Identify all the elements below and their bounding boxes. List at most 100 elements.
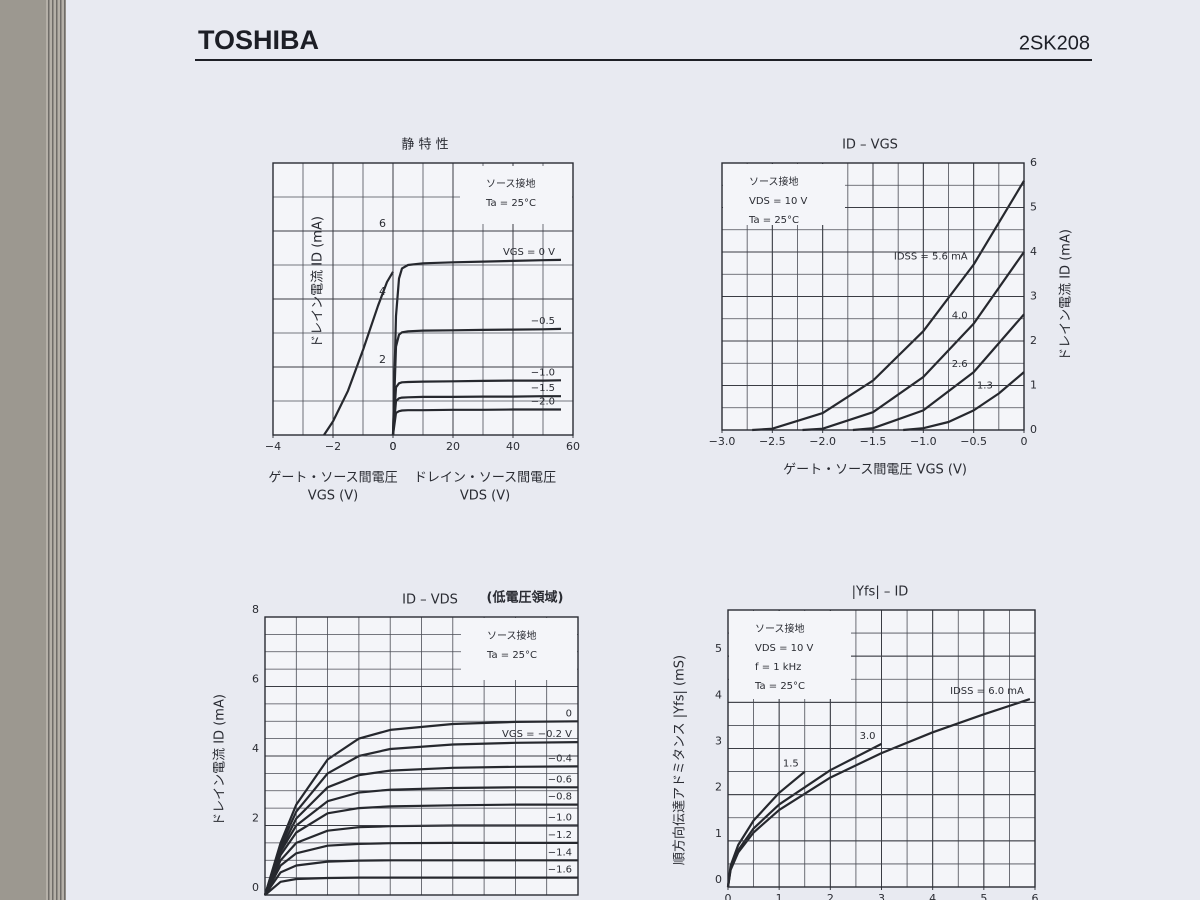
x-tick-label: −1.0 <box>910 435 937 448</box>
annotation: VDS = 10 V <box>755 643 814 654</box>
y-axis-label: ドレイン電流 ID (mA) <box>1059 229 1074 361</box>
y-tick-label: 2 <box>252 812 259 825</box>
curve <box>263 765 579 896</box>
series-label: −0.5 <box>531 316 555 327</box>
series-label: 0 <box>566 708 572 719</box>
series-label: −1.6 <box>548 865 572 876</box>
x-tick-label: −2 <box>325 440 341 453</box>
annotation: Ta = 25°C <box>754 681 805 692</box>
x-tick-label: 60 <box>566 440 580 453</box>
y-tick-label: 6 <box>1030 156 1037 169</box>
plot-frame <box>721 162 1025 431</box>
x-tick-label: −2.0 <box>809 435 836 448</box>
curve <box>391 327 562 436</box>
chart-title: 静 特 性 <box>401 138 448 153</box>
y-tick-label: 4 <box>715 688 722 701</box>
x-tick-label: −3.0 <box>709 435 736 448</box>
chart: 0 VGS = −0.2 V −0.4 −0.6 −0.8 −1.0 −1.2 −1.4 −1.… <box>213 590 579 896</box>
annotation: Ta = 25°C <box>485 198 536 209</box>
chart-title-note: (低電圧領域) <box>487 590 564 606</box>
y-tick-label: 5 <box>715 642 722 655</box>
background <box>0 0 46 900</box>
curve <box>726 770 806 888</box>
x-tick-label: 0 <box>390 440 397 453</box>
x-tick-label: −0.5 <box>960 435 987 448</box>
series-label: −1.2 <box>548 830 572 841</box>
note-box <box>460 166 572 224</box>
brand: TOSHIBA <box>198 25 319 55</box>
y-tick-label: 6 <box>252 673 259 686</box>
y-tick-label: 6 <box>379 217 386 230</box>
y-tick-label: 5 <box>1030 201 1037 214</box>
x-tick-label: 6 <box>1032 892 1039 900</box>
note-box <box>723 164 845 225</box>
curve <box>323 271 394 436</box>
x-axis-label: ゲート・ソース間電圧 <box>268 471 397 486</box>
series-label: 4.0 <box>952 311 968 322</box>
curve <box>264 876 578 896</box>
series-label: −0.6 <box>548 774 572 785</box>
y-tick-label: 2 <box>1030 334 1037 347</box>
x-tick-label: 0 <box>390 440 397 453</box>
series-label: 3.0 <box>860 731 876 742</box>
x-tick-label: −4 <box>265 440 281 453</box>
x-tick-label: 0 <box>1021 435 1028 448</box>
curve <box>263 720 579 896</box>
x-tick-label: 2 <box>827 892 834 900</box>
y-tick-label: 2 <box>379 353 386 366</box>
chart: 0 1 2 3 4 5 6 IDSS = 6.0 mA 3.0 1.5 0 1 2 3 4 5 ソース接地 VDS… <box>672 585 1039 900</box>
series-label: 1.5 <box>783 759 799 770</box>
x-tick-label: 5 <box>980 892 987 900</box>
x-tick-label: 1 <box>776 892 783 900</box>
series-label: VGS = 0 V <box>503 247 555 258</box>
curve <box>903 371 1025 432</box>
annotation: f = 1 kHz <box>755 662 801 673</box>
series-label: −1.0 <box>548 813 572 824</box>
y-tick-label: 8 <box>252 603 259 616</box>
y-tick-label: 3 <box>715 735 722 748</box>
x-axis-label: VGS (V) <box>308 489 358 504</box>
note-box <box>461 618 577 680</box>
annotation: ソース接地 <box>749 175 799 188</box>
x-tick-label: −2.5 <box>759 435 786 448</box>
annotation: ソース接地 <box>487 629 537 642</box>
chart-title: ID – VGS <box>842 138 898 153</box>
series-label: −0.8 <box>548 792 572 803</box>
y-tick-label: 0 <box>1030 423 1037 436</box>
chart: −3.0 −2.5 −2.0 −1.5 −1.0 −0.5 0 ゲート・ソース間電圧 VGS … <box>709 138 1074 478</box>
curve <box>391 395 561 436</box>
curve <box>391 258 562 436</box>
curve <box>752 180 1025 432</box>
plot-frame <box>727 609 1036 888</box>
curve <box>263 786 578 896</box>
series-label: IDSS = 5.6 mA <box>894 251 968 262</box>
part-number: 2SK208 <box>1019 32 1090 54</box>
annotation: ソース接地 <box>755 622 805 635</box>
curve <box>264 859 578 896</box>
curve <box>391 379 562 436</box>
y-tick-label: 0 <box>715 873 722 886</box>
curve <box>391 408 561 436</box>
x-tick-label: 0 <box>725 892 732 900</box>
ruler <box>46 0 66 900</box>
annotation: Ta = 25°C <box>748 215 799 226</box>
annotation: Ta = 25°C <box>486 650 537 661</box>
y-tick-label: 1 <box>715 827 722 840</box>
note-box <box>729 611 851 699</box>
annotation: VDS = 10 V <box>749 196 808 207</box>
series-label: IDSS = 6.0 mA <box>950 686 1024 697</box>
x-axis-label: ゲート・ソース間電圧 VGS (V) <box>783 463 967 478</box>
series-label: −1.5 <box>531 383 555 394</box>
x-axis-label: ドレイン・ソース間電圧 <box>414 471 556 486</box>
x-tick-label: 40 <box>506 440 520 453</box>
y-tick-label: 1 <box>1030 379 1037 392</box>
plot-frame <box>264 616 579 896</box>
x-tick-label: −1.5 <box>860 435 887 448</box>
y-tick-label: 4 <box>252 742 259 755</box>
series-label: VGS = −0.2 V <box>502 729 572 740</box>
y-tick-label: 4 <box>1030 245 1037 258</box>
y-axis-label: ドレイン電流 ID (mA) <box>213 694 228 826</box>
